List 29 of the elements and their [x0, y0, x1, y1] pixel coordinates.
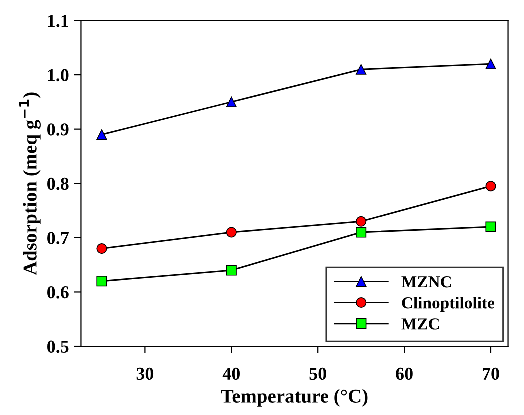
point	[486, 222, 496, 232]
point	[486, 58, 496, 70]
y-tick-label: 0.5	[48, 340, 69, 354]
y-tick-label: 0.7	[48, 232, 69, 244]
point	[356, 227, 367, 238]
point	[96, 129, 108, 140]
y-tick-label: 0.9	[48, 124, 69, 136]
legend-label: MZC	[402, 318, 440, 330]
x-tick-label: 40	[222, 368, 240, 380]
point	[226, 227, 237, 238]
y-tick-label: 0.8	[48, 178, 69, 190]
point	[226, 96, 237, 108]
point	[486, 181, 496, 192]
point	[96, 276, 108, 287]
point	[356, 64, 367, 75]
point	[96, 244, 108, 254]
x-axis-title: Temperature (°C)	[221, 389, 368, 407]
x-tick-label: 70	[482, 368, 500, 380]
x-tick-label: 50	[310, 368, 326, 380]
y-tick-label: 1.0	[48, 69, 69, 82]
point	[226, 265, 237, 276]
legend-label: MZNC	[402, 276, 452, 288]
x-tick-label: 60	[396, 368, 413, 380]
legend-label: Clinoptilolite	[402, 297, 495, 312]
y-tick-label: 0.6	[48, 286, 69, 299]
y-axis-title: Adsorption (meq g$^{−1}$)	[19, 92, 41, 276]
x-tick-label: 30	[136, 368, 154, 380]
point	[356, 216, 367, 227]
y-tick-label: 1.1	[48, 15, 68, 28]
